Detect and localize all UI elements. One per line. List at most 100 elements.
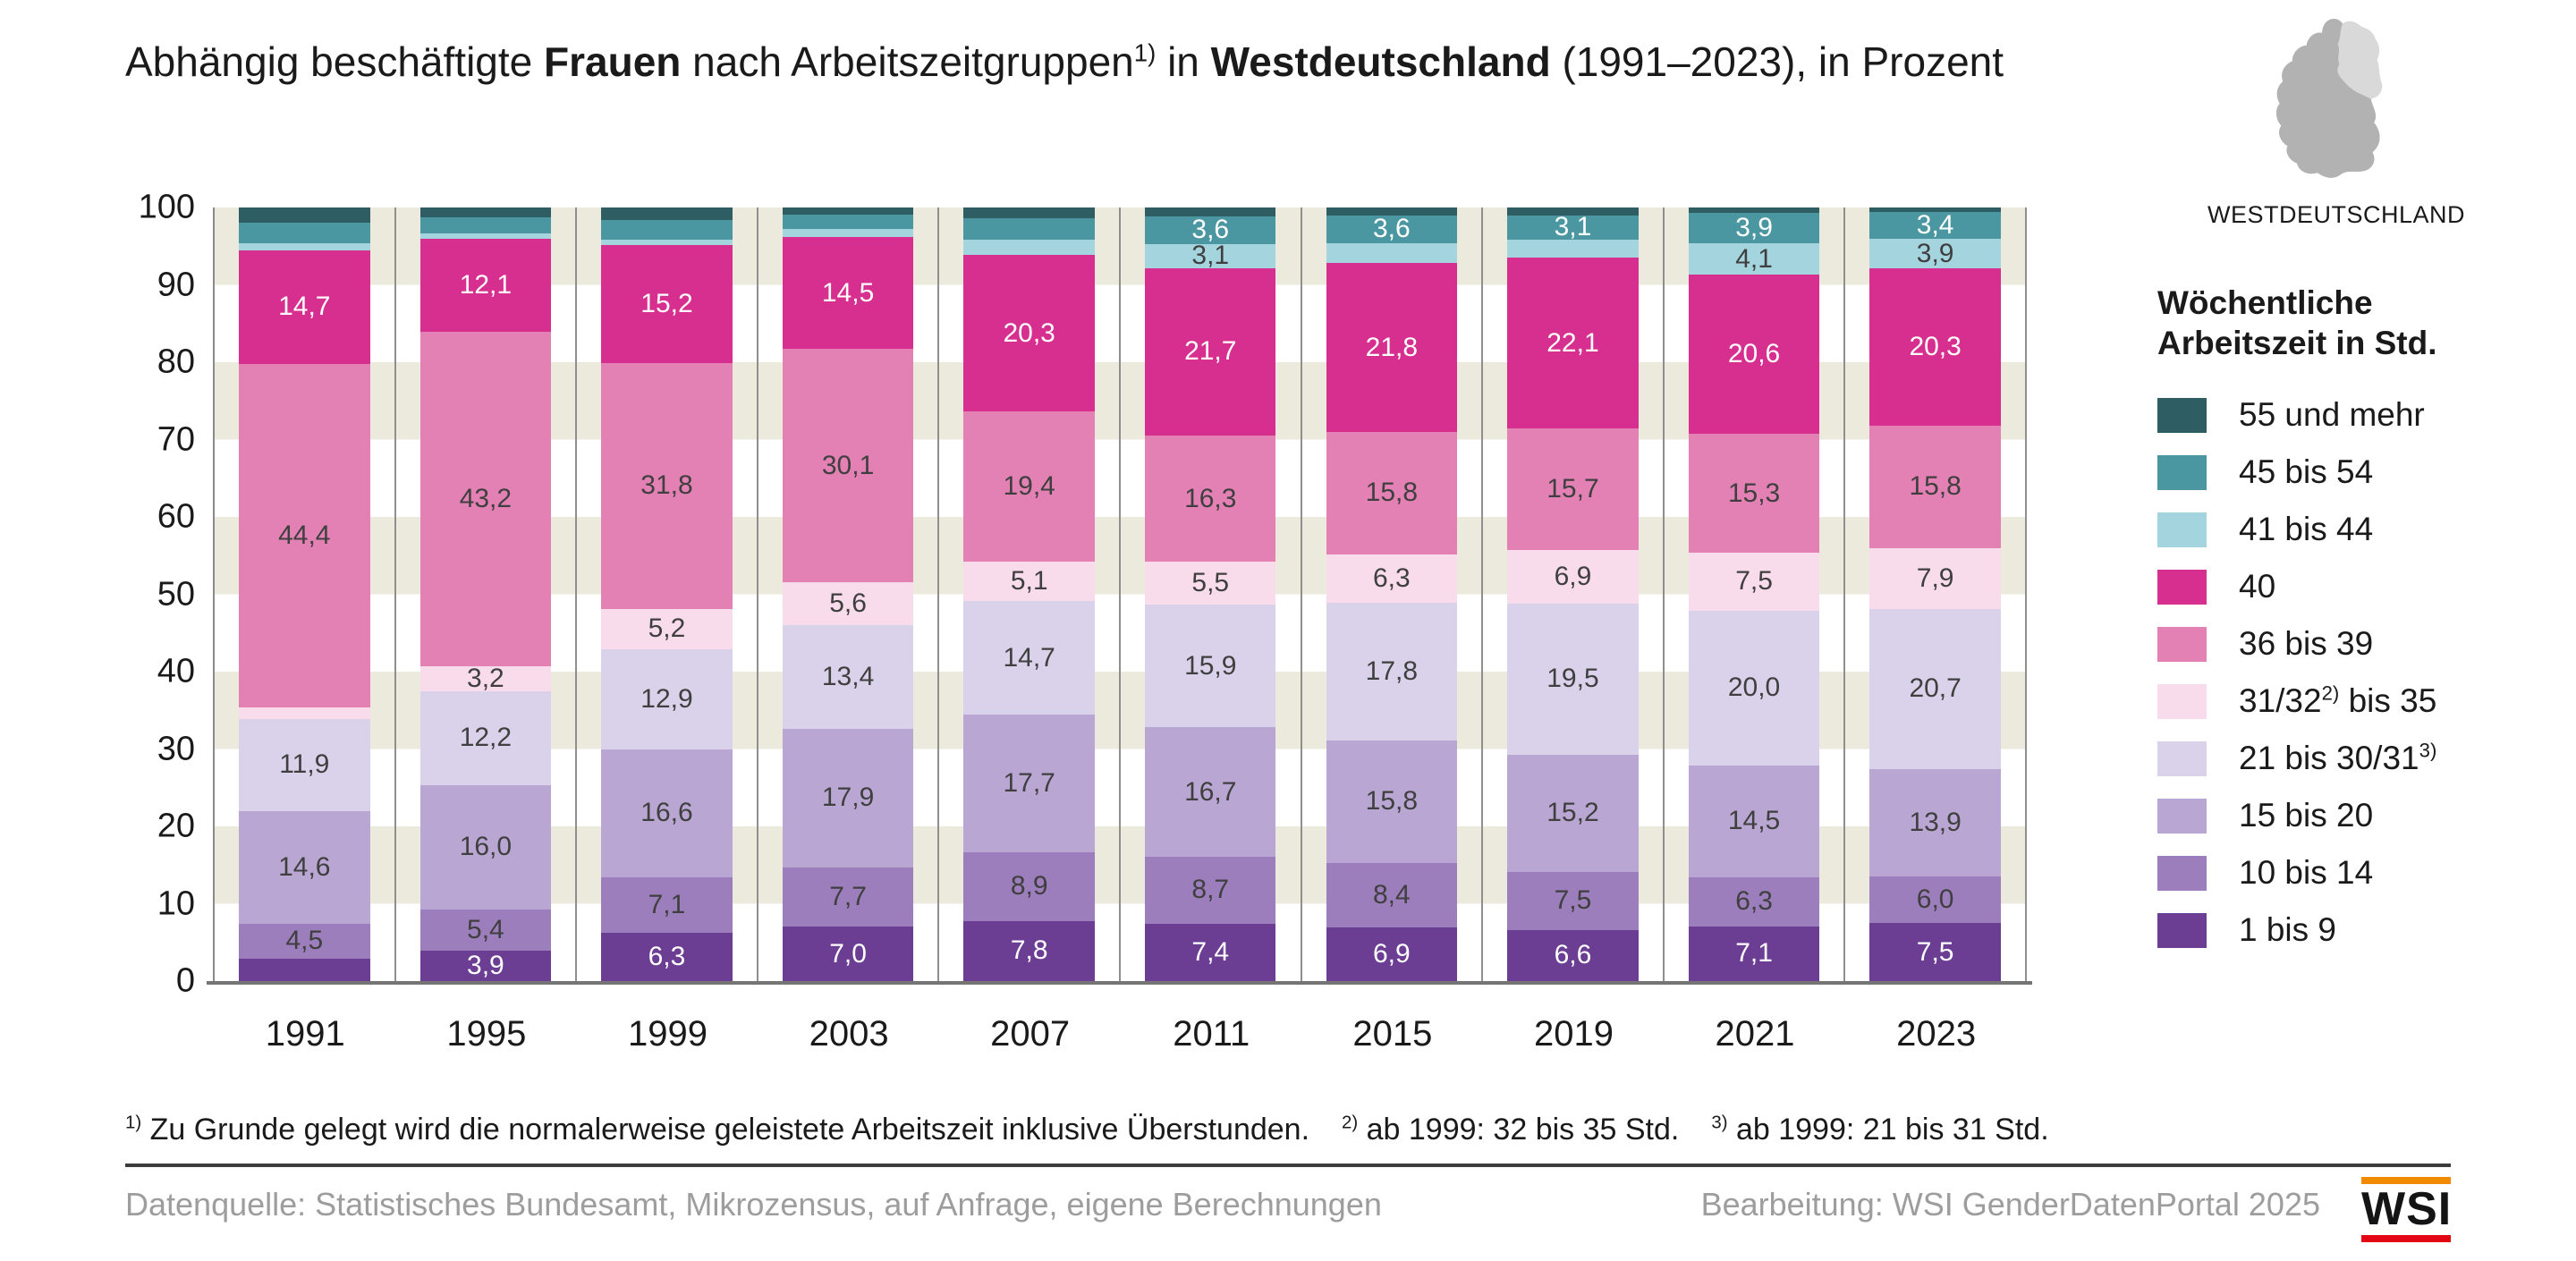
segment-45-bis-54: 3,1 <box>1507 212 1639 242</box>
segment-31-32-bis-35 <box>239 707 370 719</box>
segment-1-bis-9: 7,0 <box>782 927 914 981</box>
segment-40: 22,1 <box>1507 258 1639 429</box>
segment-value-label: 14,5 <box>1727 806 1781 836</box>
segment-value-label: 19,4 <box>1003 471 1055 502</box>
segment-value-label: 3,2 <box>467 663 504 693</box>
segment-45-bis-54 <box>601 219 733 240</box>
segment-1-bis-9: 6,6 <box>1507 929 1639 981</box>
legend-title-line1: Wöchentliche <box>2157 284 2373 321</box>
stacked-bar-1995: 3,9 5,4 16,0 12,2 3,2 43,2 12,1 <box>419 207 552 981</box>
legend-label: 36 bis 39 <box>2239 625 2374 663</box>
segment-40: 20,3 <box>963 254 1095 412</box>
segment-21-bis-30-31: 19,5 <box>1507 603 1639 755</box>
year-column-2023: 7,5 6,0 13,9 20,7 7,9 15,8 20,3 3,9 3,4 <box>1845 207 2027 981</box>
segment-value-label: 15,8 <box>1365 478 1419 508</box>
stacked-bar-2019: 6,6 7,5 15,2 19,5 6,9 15,7 22,1 3,1 <box>1507 207 1639 981</box>
segment-value-label: 7,7 <box>829 882 867 912</box>
segment-15-bis-20: 16,7 <box>1145 727 1276 857</box>
year-column-2019: 6,6 7,5 15,2 19,5 6,9 15,7 22,1 3,1 <box>1483 207 1665 981</box>
segment-value-label: 7,5 <box>1735 566 1773 597</box>
segment-1-bis-9: 7,5 <box>1869 923 2001 981</box>
segment-value-label: 5,2 <box>648 614 686 644</box>
segment-21-bis-30-31: 17,8 <box>1326 603 1458 741</box>
segment-value-label: 17,9 <box>821 783 875 813</box>
segment-value-label: 17,8 <box>1365 656 1419 687</box>
segment-36-bis-39: 15,8 <box>1326 431 1458 554</box>
segment-45-bis-54 <box>239 222 370 243</box>
segment-value-label: 3,6 <box>1191 215 1230 245</box>
segment-value-label: 3,4 <box>1916 209 1954 240</box>
segment-41-bis-44: 3,1 <box>1145 242 1276 269</box>
x-tick-label-2021: 2021 <box>1715 1014 1795 1054</box>
segment-45-bis-54: 3,6 <box>1145 215 1276 245</box>
segment-value-label: 21,8 <box>1365 332 1419 362</box>
segment-value-label: 22,1 <box>1546 327 1599 358</box>
segment-value-label: 15,2 <box>640 289 693 319</box>
segment-value-label: 3,9 <box>1735 212 1773 242</box>
stacked-bar-2023: 7,5 6,0 13,9 20,7 7,9 15,8 20,3 3,9 3,4 <box>1869 207 2001 981</box>
x-tick-label-1999: 1999 <box>627 1014 708 1054</box>
segment-10-bis-14: 7,7 <box>782 867 914 927</box>
footnotes: 1) Zu Grunde gelegt wird die normalerwei… <box>125 1113 2049 1147</box>
segment-41-bis-44 <box>1507 239 1639 258</box>
legend-swatch <box>2157 683 2207 719</box>
legend-item: 21 bis 30/313) <box>2157 730 2569 787</box>
y-tick-label: 60 <box>157 497 195 536</box>
segment-value-label: 15,9 <box>1184 650 1237 681</box>
x-tick-label-2011: 2011 <box>1173 1014 1250 1054</box>
y-tick-label: 90 <box>157 266 195 303</box>
legend-swatch <box>2157 855 2207 891</box>
x-tick-label-2003: 2003 <box>809 1014 889 1054</box>
stacked-bar-2003: 7,0 7,7 17,9 13,4 5,6 30,1 14,5 <box>782 207 914 981</box>
segment-1-bis-9: 6,3 <box>601 932 733 981</box>
segment-41-bis-44 <box>782 229 914 237</box>
legend-label: 1 bis 9 <box>2239 911 2337 949</box>
segment-value-label: 44,4 <box>278 520 331 550</box>
wsi-logo-red-bar <box>2361 1235 2451 1243</box>
segment-10-bis-14: 6,0 <box>1869 876 2001 924</box>
legend-label: 21 bis 30/313) <box>2239 739 2437 777</box>
segment-45-bis-54: 3,4 <box>1869 209 2001 240</box>
segment-10-bis-14: 4,5 <box>239 924 370 959</box>
segment-55-und-mehr <box>963 207 1095 219</box>
legend-label: 55 und mehr <box>2239 396 2425 434</box>
segment-1-bis-9: 3,9 <box>419 951 552 981</box>
title-bold-frauen: Frauen <box>544 38 682 85</box>
segment-31-32-bis-35: 6,9 <box>1507 550 1639 604</box>
year-column-1995: 3,9 5,4 16,0 12,2 3,2 43,2 12,1 <box>396 207 578 981</box>
segment-value-label: 14,7 <box>278 292 331 322</box>
year-column-1991: 4,5 14,6 11,9 44,4 14,7 <box>215 207 396 981</box>
segment-15-bis-20: 15,2 <box>1507 754 1639 873</box>
segment-value-label: 20,6 <box>1727 339 1781 369</box>
segment-15-bis-20: 14,5 <box>1688 765 1820 878</box>
segment-value-label: 16,3 <box>1184 483 1237 513</box>
footnote-2-marker: 2) <box>1342 1113 1359 1133</box>
legend-label: 45 bis 54 <box>2239 453 2374 491</box>
segment-value-label: 3,1 <box>1554 212 1592 242</box>
y-tick-label: 50 <box>157 575 195 613</box>
segment-1-bis-9: 7,4 <box>1145 924 1276 981</box>
legend-item: 40 <box>2157 558 2569 615</box>
y-tick-label: 100 <box>138 188 195 226</box>
segment-value-label: 5,6 <box>829 588 867 618</box>
segment-value-label: 7,5 <box>1916 936 1954 967</box>
segment-value-label: 14,6 <box>278 851 331 882</box>
footnote-2-text: ab 1999: 32 bis 35 Std. <box>1358 1113 1680 1147</box>
legend-swatch <box>2157 741 2207 776</box>
x-axis-line <box>207 981 2032 985</box>
segment-45-bis-54 <box>963 218 1095 240</box>
segment-55-und-mehr <box>239 207 370 223</box>
segment-value-label: 4,5 <box>285 926 324 956</box>
segment-value-label: 15,8 <box>1909 471 1962 502</box>
segment-55-und-mehr <box>1326 207 1458 216</box>
segment-value-label: 20,7 <box>1909 673 1962 704</box>
footnote-1-text: Zu Grunde gelegt wird die normalerweise … <box>141 1113 1310 1147</box>
segment-value-label: 6,3 <box>1735 886 1773 917</box>
y-tick-label: 80 <box>157 343 195 381</box>
segment-31-32-bis-35: 3,2 <box>419 663 552 693</box>
footnote-3-text: ab 1999: 21 bis 31 Std. <box>1727 1113 2049 1147</box>
legend: Wöchentliche Arbeitszeit in Std. 55 und … <box>2157 283 2569 959</box>
segment-40: 14,7 <box>239 250 370 364</box>
segment-21-bis-30-31: 20,7 <box>1869 608 2001 769</box>
